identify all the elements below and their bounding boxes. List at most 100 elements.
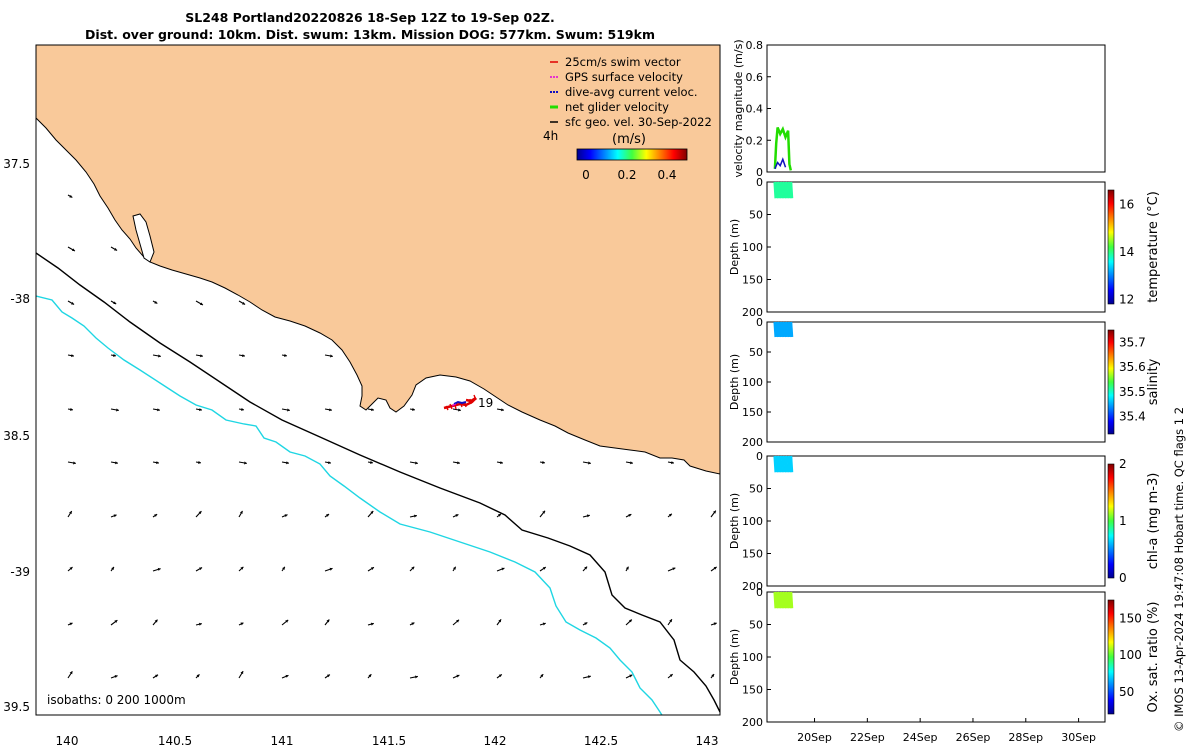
map-frame <box>35 44 721 716</box>
geo-vector-arrowhead <box>412 407 415 411</box>
geo-vector-arrowhead <box>154 619 158 623</box>
depth-tick: 0 <box>756 450 763 463</box>
oxygen-profile-sample <box>778 591 783 609</box>
salinity-panel-frame <box>766 321 1106 443</box>
depth-axis-label: Depth (m) <box>728 629 741 685</box>
geo-vector-arrowhead <box>498 619 502 623</box>
salinity-panel: 0 50 100 150 200 Depth (m) 35.4 35.5 35.6 35.7sal… <box>728 316 1161 449</box>
map-y-axis: 37.5 -38 38.5 -39 39.5 <box>3 157 30 714</box>
time-x-tick: 22Sep <box>850 731 885 744</box>
land-mass <box>36 45 720 475</box>
geo-vector-arrowhead <box>371 408 374 412</box>
geo-vector-arrowhead <box>69 671 73 675</box>
velocity-series-line <box>773 125 793 171</box>
geo-vector-arrowhead <box>240 622 244 626</box>
chl-a-colorbar <box>1107 463 1115 579</box>
map-legend: 25cm/s swim vector GPS surface velocity … <box>543 55 712 182</box>
velocity-y-tick: 0 <box>756 166 763 179</box>
oxygen-colorbar-tick: 100 <box>1119 648 1142 662</box>
geo-vector-arrowhead <box>415 461 418 465</box>
depth-tick: 50 <box>749 346 763 359</box>
time-x-tick: 24Sep <box>903 731 938 744</box>
chl-a-colorbar-tick: 2 <box>1119 457 1127 471</box>
geo-vector-arrowhead <box>113 301 117 305</box>
depth-tick: 200 <box>742 716 763 729</box>
legend-item-geo: sfc geo. vel. 30-Sep-2022 <box>565 115 712 129</box>
chl-a-profile-sample <box>778 455 783 473</box>
depth-tick: 100 <box>742 651 763 664</box>
depth-tick: 100 <box>742 515 763 528</box>
geo-vector-arrowhead <box>70 407 73 411</box>
geo-vector-arrowhead <box>329 567 333 571</box>
oxygen-profile-sample <box>783 591 788 609</box>
geo-vector-arrowhead <box>630 461 633 465</box>
map-x-tick: 142 <box>484 734 507 748</box>
copyright-label: © IMOS 13-Apr-2024 19:47:08 Hobart time.… <box>1172 406 1186 732</box>
geo-vector-arrowhead <box>415 675 418 679</box>
speed-colorbar <box>576 148 688 161</box>
geo-vector-arrowhead <box>456 619 460 623</box>
time-x-tick: 20Sep <box>797 731 832 744</box>
salinity-colorbar-tick: 35.4 <box>1119 410 1146 424</box>
map-panel: 19 25cm/s swim vector GPS surface veloci… <box>3 44 721 748</box>
temperature-profile-sample <box>776 181 781 199</box>
oxygen-profile-sample <box>786 591 791 609</box>
map-y-tick: -39 <box>10 565 30 579</box>
geo-vector-arrowhead <box>584 566 588 570</box>
geo-vector-arrowhead <box>284 353 287 357</box>
geo-vector-arrowhead <box>114 675 118 678</box>
geo-vector-arrowhead <box>157 567 161 571</box>
colorbar-tick-2: 0.4 <box>657 168 676 182</box>
geo-vector-arrowhead <box>540 674 544 678</box>
velocity-series-line <box>774 157 787 170</box>
map-x-tick: 141 <box>271 734 294 748</box>
geo-vector-arrowhead <box>284 514 288 518</box>
salinity-colorbar <box>1107 329 1115 435</box>
geostrophic-vectors <box>67 194 717 679</box>
velocity-y-tick: 0.8 <box>746 39 764 52</box>
salinity-colorbar-tick: 35.6 <box>1119 360 1146 374</box>
geo-vector-arrowhead <box>158 354 161 358</box>
depth-tick: 150 <box>742 684 763 697</box>
geo-vector-arrowhead <box>542 622 546 626</box>
salinity-profile-sample <box>773 321 778 338</box>
temperature-profile-sample <box>786 181 791 199</box>
time-x-tick: 30Sep <box>1061 731 1096 744</box>
temperature-colorbar <box>1107 189 1115 305</box>
temperature-colorbar-tick: 12 <box>1119 292 1134 306</box>
depth-axis-label: Depth (m) <box>728 219 741 275</box>
geo-vector-arrowhead <box>115 461 118 465</box>
map-y-tick: -38 <box>10 292 30 306</box>
geo-vector-arrowhead <box>411 622 415 626</box>
depth-tick: 100 <box>742 241 763 254</box>
velocity-y-label: velocity magnitude (m/s) <box>732 39 745 177</box>
geo-vector-arrowhead <box>669 619 672 623</box>
map-x-tick: 140 <box>56 734 79 748</box>
geo-vector-arrowhead <box>198 511 202 515</box>
geo-vector-arrowhead <box>498 674 502 678</box>
geo-vector-arrowhead <box>240 566 244 570</box>
temperature-colorbar-tick: 14 <box>1119 245 1134 259</box>
velocity-y-tick: 0.6 <box>746 71 764 84</box>
geo-vector-arrowhead <box>242 354 245 358</box>
geo-vector-arrowhead <box>368 674 372 678</box>
geo-vector-arrowhead <box>71 248 75 252</box>
temperature-panel: 0 50 100 150 200 Depth (m) 12 14 16 temperature (… <box>728 176 1161 319</box>
geo-vector-arrowhead <box>157 408 160 412</box>
geo-vector-arrowhead <box>285 619 289 623</box>
geo-vector-arrowhead <box>457 461 460 465</box>
chart-title-line1: SL248 Portland20220826 18-Sep 12Z to 19-… <box>185 10 555 25</box>
geo-vector-arrowhead <box>244 461 247 465</box>
geo-vector-arrowhead <box>198 622 202 626</box>
geo-vector-arrowhead <box>242 301 246 305</box>
salinity-profile-sample <box>789 321 794 338</box>
geo-vector-arrowhead <box>326 619 330 623</box>
geo-vector-arrowhead <box>370 567 374 570</box>
geo-vector-arrowhead <box>628 619 632 623</box>
geo-vector-arrowhead <box>326 514 330 517</box>
geo-vector-arrowhead <box>113 353 116 357</box>
geo-vector-arrowhead <box>542 567 546 570</box>
salinity-colorbar-label: salinity <box>1146 358 1161 405</box>
depth-tick: 100 <box>742 376 763 389</box>
